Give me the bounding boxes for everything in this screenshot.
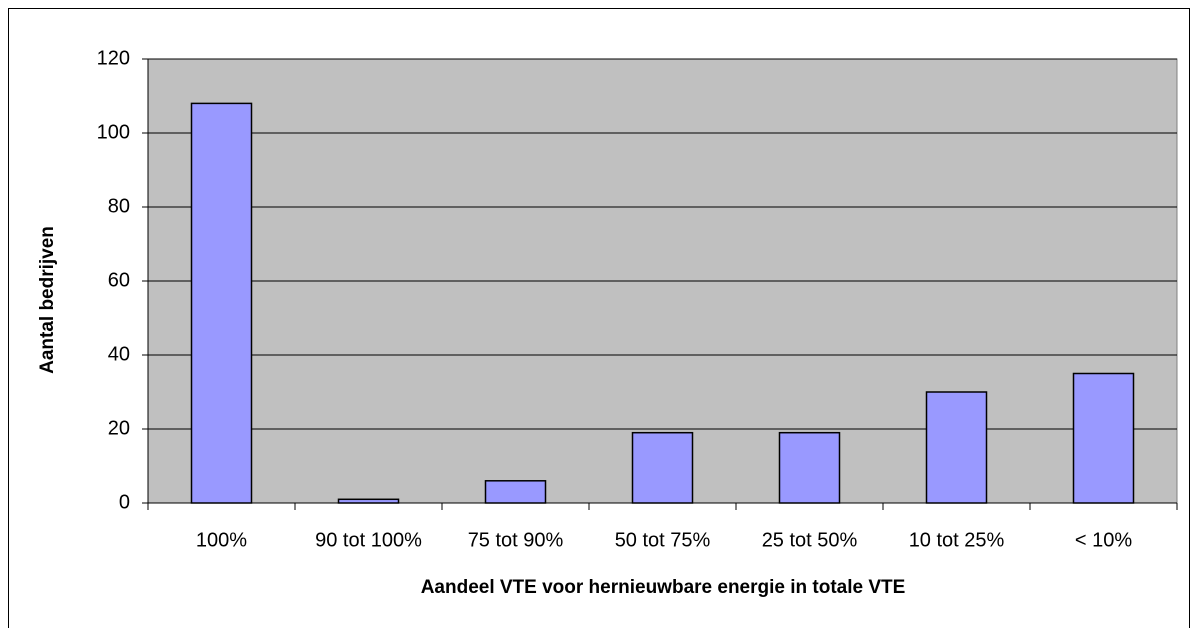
y-axis-title: Aantal bedrijven <box>37 226 58 374</box>
y-tick-label: 100 <box>97 121 130 143</box>
bar <box>190 102 253 504</box>
x-tick-label: < 10% <box>1075 529 1132 551</box>
y-tick-label: 40 <box>108 343 130 365</box>
x-tick-label: 75 tot 90% <box>468 529 564 551</box>
x-tick-label: 90 tot 100% <box>315 529 422 551</box>
bar <box>778 431 841 504</box>
x-tick-label: 10 tot 25% <box>909 529 1005 551</box>
bar <box>631 431 694 504</box>
y-tick-label: 120 <box>97 47 130 69</box>
bar <box>925 391 988 504</box>
x-tick-label: 50 tot 75% <box>615 529 711 551</box>
x-axis-title: Aandeel VTE voor hernieuwbare energie in… <box>421 577 906 598</box>
y-tick-label: 0 <box>119 491 130 513</box>
bar <box>1072 372 1135 504</box>
y-tick-label: 60 <box>108 269 130 291</box>
x-tick-label: 25 tot 50% <box>762 529 858 551</box>
y-tick-label: 80 <box>108 195 130 217</box>
bar <box>484 480 547 504</box>
x-tick-label: 100% <box>196 529 247 551</box>
bar <box>337 498 400 504</box>
y-tick-label: 20 <box>108 417 130 439</box>
